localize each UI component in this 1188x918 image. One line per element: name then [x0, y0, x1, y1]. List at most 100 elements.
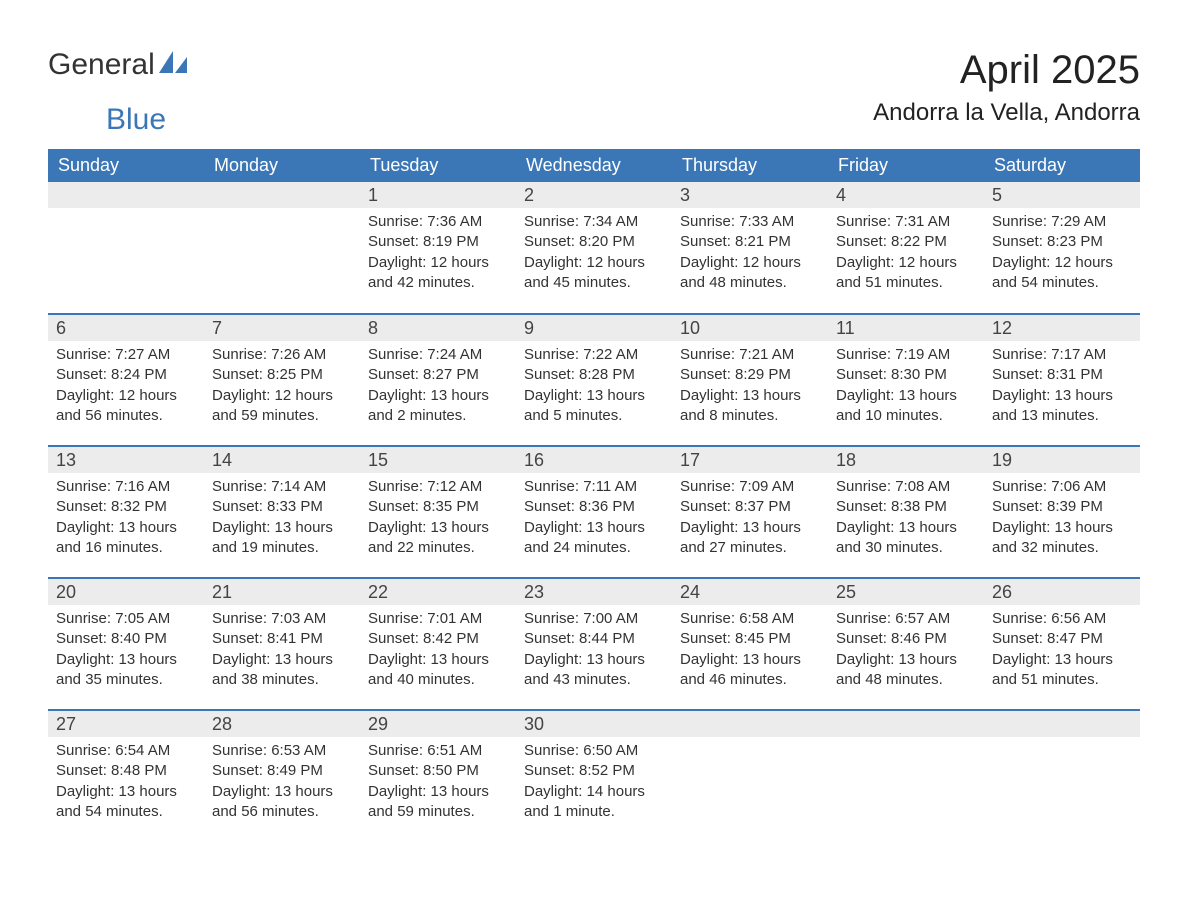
day-number: 28	[204, 711, 360, 737]
col-friday: Friday	[828, 149, 984, 182]
daylight-text: Daylight: 13 hours and 22 minutes.	[368, 518, 508, 559]
sunrise-text: Sunrise: 7:09 AM	[680, 477, 820, 497]
day-number: 1	[360, 182, 516, 208]
day-body: Sunrise: 7:33 AMSunset: 8:21 PMDaylight:…	[672, 208, 828, 301]
day-number: 22	[360, 579, 516, 605]
day-body: Sunrise: 7:16 AMSunset: 8:32 PMDaylight:…	[48, 473, 204, 566]
daylight-text: Daylight: 13 hours and 35 minutes.	[56, 650, 196, 691]
day-number: 9	[516, 315, 672, 341]
day-number: 23	[516, 579, 672, 605]
daylight-text: Daylight: 13 hours and 54 minutes.	[56, 782, 196, 823]
day-body: Sunrise: 7:05 AMSunset: 8:40 PMDaylight:…	[48, 605, 204, 698]
calendar-cell	[48, 182, 204, 314]
sunset-text: Sunset: 8:30 PM	[836, 365, 976, 385]
day-number: 24	[672, 579, 828, 605]
sunset-text: Sunset: 8:39 PM	[992, 497, 1132, 517]
day-number: 11	[828, 315, 984, 341]
calendar-table: Sunday Monday Tuesday Wednesday Thursday…	[48, 149, 1140, 842]
sunset-text: Sunset: 8:33 PM	[212, 497, 352, 517]
sunrise-text: Sunrise: 7:08 AM	[836, 477, 976, 497]
month-title: April 2025	[873, 48, 1140, 93]
day-body: Sunrise: 7:29 AMSunset: 8:23 PMDaylight:…	[984, 208, 1140, 301]
sunrise-text: Sunrise: 7:29 AM	[992, 212, 1132, 232]
day-number: 3	[672, 182, 828, 208]
sunrise-text: Sunrise: 6:58 AM	[680, 609, 820, 629]
sunrise-text: Sunrise: 7:16 AM	[56, 477, 196, 497]
calendar-cell: 7Sunrise: 7:26 AMSunset: 8:25 PMDaylight…	[204, 314, 360, 446]
sail-icon	[159, 47, 187, 81]
sunrise-text: Sunrise: 7:21 AM	[680, 345, 820, 365]
daylight-text: Daylight: 13 hours and 13 minutes.	[992, 386, 1132, 427]
sunset-text: Sunset: 8:32 PM	[56, 497, 196, 517]
day-body	[828, 737, 984, 749]
day-body: Sunrise: 7:36 AMSunset: 8:19 PMDaylight:…	[360, 208, 516, 301]
logo: General	[48, 48, 187, 82]
sunrise-text: Sunrise: 7:19 AM	[836, 345, 976, 365]
calendar-cell: 27Sunrise: 6:54 AMSunset: 8:48 PMDayligh…	[48, 710, 204, 842]
sunrise-text: Sunrise: 7:05 AM	[56, 609, 196, 629]
day-body: Sunrise: 7:09 AMSunset: 8:37 PMDaylight:…	[672, 473, 828, 566]
col-thursday: Thursday	[672, 149, 828, 182]
daylight-text: Daylight: 12 hours and 48 minutes.	[680, 253, 820, 294]
day-number: 29	[360, 711, 516, 737]
sunrise-text: Sunrise: 7:26 AM	[212, 345, 352, 365]
logo-word-1: General	[48, 48, 155, 82]
calendar-cell: 30Sunrise: 6:50 AMSunset: 8:52 PMDayligh…	[516, 710, 672, 842]
calendar-cell: 28Sunrise: 6:53 AMSunset: 8:49 PMDayligh…	[204, 710, 360, 842]
calendar-week: 13Sunrise: 7:16 AMSunset: 8:32 PMDayligh…	[48, 446, 1140, 578]
day-number	[204, 182, 360, 208]
sunset-text: Sunset: 8:29 PM	[680, 365, 820, 385]
day-number: 12	[984, 315, 1140, 341]
col-monday: Monday	[204, 149, 360, 182]
calendar-cell: 14Sunrise: 7:14 AMSunset: 8:33 PMDayligh…	[204, 446, 360, 578]
daylight-text: Daylight: 13 hours and 46 minutes.	[680, 650, 820, 691]
sunset-text: Sunset: 8:35 PM	[368, 497, 508, 517]
sunset-text: Sunset: 8:45 PM	[680, 629, 820, 649]
day-number: 25	[828, 579, 984, 605]
daylight-text: Daylight: 12 hours and 59 minutes.	[212, 386, 352, 427]
day-number: 20	[48, 579, 204, 605]
sunset-text: Sunset: 8:48 PM	[56, 761, 196, 781]
sunrise-text: Sunrise: 7:36 AM	[368, 212, 508, 232]
daylight-text: Daylight: 13 hours and 32 minutes.	[992, 518, 1132, 559]
col-wednesday: Wednesday	[516, 149, 672, 182]
day-body: Sunrise: 7:14 AMSunset: 8:33 PMDaylight:…	[204, 473, 360, 566]
calendar-cell: 20Sunrise: 7:05 AMSunset: 8:40 PMDayligh…	[48, 578, 204, 710]
day-number: 6	[48, 315, 204, 341]
calendar-cell: 17Sunrise: 7:09 AMSunset: 8:37 PMDayligh…	[672, 446, 828, 578]
sunrise-text: Sunrise: 7:22 AM	[524, 345, 664, 365]
day-number	[828, 711, 984, 737]
calendar-cell: 15Sunrise: 7:12 AMSunset: 8:35 PMDayligh…	[360, 446, 516, 578]
daylight-text: Daylight: 12 hours and 54 minutes.	[992, 253, 1132, 294]
daylight-text: Daylight: 13 hours and 40 minutes.	[368, 650, 508, 691]
daylight-text: Daylight: 13 hours and 56 minutes.	[212, 782, 352, 823]
daylight-text: Daylight: 13 hours and 19 minutes.	[212, 518, 352, 559]
calendar-page: General April 2025 Andorra la Vella, And…	[0, 0, 1188, 874]
day-number: 16	[516, 447, 672, 473]
day-number	[48, 182, 204, 208]
calendar-cell	[828, 710, 984, 842]
day-body	[672, 737, 828, 749]
sunset-text: Sunset: 8:42 PM	[368, 629, 508, 649]
sunset-text: Sunset: 8:49 PM	[212, 761, 352, 781]
calendar-header: Sunday Monday Tuesday Wednesday Thursday…	[48, 149, 1140, 182]
title-block: April 2025 Andorra la Vella, Andorra	[873, 48, 1140, 137]
day-number: 27	[48, 711, 204, 737]
calendar-cell: 4Sunrise: 7:31 AMSunset: 8:22 PMDaylight…	[828, 182, 984, 314]
daylight-text: Daylight: 13 hours and 8 minutes.	[680, 386, 820, 427]
day-body	[984, 737, 1140, 749]
sunrise-text: Sunrise: 7:33 AM	[680, 212, 820, 232]
daylight-text: Daylight: 13 hours and 5 minutes.	[524, 386, 664, 427]
daylight-text: Daylight: 13 hours and 30 minutes.	[836, 518, 976, 559]
daylight-text: Daylight: 13 hours and 59 minutes.	[368, 782, 508, 823]
day-number: 26	[984, 579, 1140, 605]
day-body: Sunrise: 7:12 AMSunset: 8:35 PMDaylight:…	[360, 473, 516, 566]
calendar-cell: 24 Sunrise: 6:58 AMSunset: 8:45 PMDayligh…	[672, 578, 828, 710]
sunrise-text: Sunrise: 6:57 AM	[836, 609, 976, 629]
day-number: 18	[828, 447, 984, 473]
day-body: Sunrise: 7:21 AMSunset: 8:29 PMDaylight:…	[672, 341, 828, 434]
day-body: Sunrise: 7:06 AMSunset: 8:39 PMDaylight:…	[984, 473, 1140, 566]
sunrise-text: Sunrise: 7:34 AM	[524, 212, 664, 232]
logo-word-2: Blue	[106, 103, 166, 136]
sunrise-text: Sunrise: 7:03 AM	[212, 609, 352, 629]
